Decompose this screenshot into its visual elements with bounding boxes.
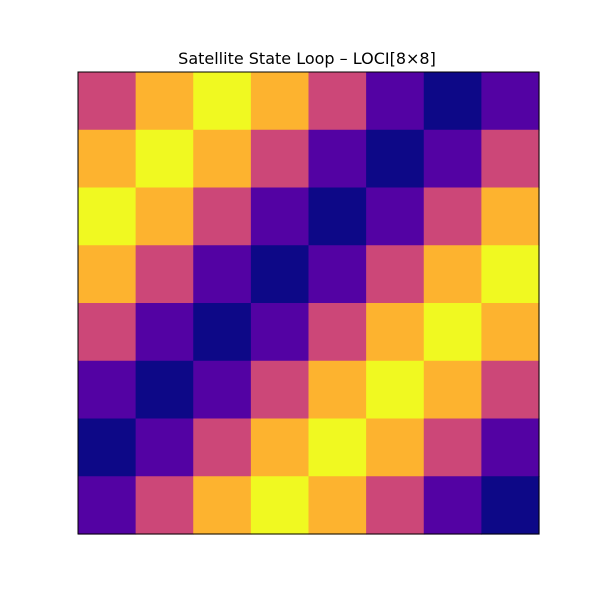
heatmap-cell-r2-c5 — [366, 187, 425, 246]
heatmap-cell-r0-c4 — [308, 72, 367, 131]
heatmap-cell-r1-c0 — [78, 129, 137, 189]
heatmap-cell-r5-c6 — [423, 360, 482, 420]
heatmap-cell-r3-c5 — [366, 245, 425, 304]
heatmap-cell-r6-c3 — [250, 418, 310, 477]
heatmap-cell-r2-c4 — [308, 187, 367, 246]
heatmap-cell-r5-c2 — [193, 360, 252, 420]
heatmap-cell-r0-c7 — [481, 72, 540, 131]
heatmap-cell-r6-c7 — [481, 418, 540, 477]
heatmap-cell-r4-c7 — [481, 303, 540, 362]
heatmap-cell-r2-c1 — [135, 187, 194, 246]
heatmap-cell-r5-c5 — [366, 360, 425, 420]
heatmap-cell-r6-c4 — [308, 418, 367, 477]
heatmap-cell-r1-c2 — [193, 129, 252, 189]
chart-title: Satellite State Loop – LOCI[8×8] — [178, 49, 436, 68]
heatmap-cell-r0-c2 — [193, 72, 252, 131]
heatmap-cell-r4-c1 — [135, 303, 194, 362]
heatmap-cell-r0-c6 — [423, 72, 482, 131]
heatmap-cell-r3-c4 — [308, 245, 367, 304]
heatmap-cell-r5-c1 — [135, 360, 194, 420]
heatmap-cell-r7-c4 — [308, 476, 367, 535]
heatmap-cell-r3-c2 — [193, 245, 252, 304]
heatmap-cell-r1-c7 — [481, 129, 540, 189]
heatmap-cell-r7-c7 — [481, 476, 540, 535]
heatmap-cell-r0-c1 — [135, 72, 194, 131]
heatmap-cell-r1-c6 — [423, 129, 482, 189]
heatmap-cell-r4-c0 — [78, 303, 137, 362]
heatmap-cell-r4-c2 — [193, 303, 252, 362]
heatmap-cells — [78, 72, 540, 535]
heatmap-cell-r7-c2 — [193, 476, 252, 535]
heatmap-cell-r3-c3 — [250, 245, 310, 304]
heatmap-cell-r2-c3 — [250, 187, 310, 246]
heatmap-cell-r3-c6 — [423, 245, 482, 304]
heatmap-cell-r1-c3 — [250, 129, 310, 189]
heatmap-cell-r1-c5 — [366, 129, 425, 189]
heatmap-cell-r0-c5 — [366, 72, 425, 131]
heatmap-cell-r7-c0 — [78, 476, 137, 535]
heatmap-cell-r5-c3 — [250, 360, 310, 420]
heatmap-cell-r7-c6 — [423, 476, 482, 535]
heatmap-cell-r6-c1 — [135, 418, 194, 477]
heatmap-cell-r5-c7 — [481, 360, 540, 420]
heatmap-cell-r2-c6 — [423, 187, 482, 246]
heatmap-cell-r4-c4 — [308, 303, 367, 362]
heatmap-cell-r7-c3 — [250, 476, 310, 535]
heatmap-cell-r4-c5 — [366, 303, 425, 362]
heatmap-cell-r0-c0 — [78, 72, 137, 131]
heatmap-cell-r2-c7 — [481, 187, 540, 246]
heatmap-cell-r7-c5 — [366, 476, 425, 535]
heatmap-cell-r2-c2 — [193, 187, 252, 246]
heatmap-cell-r1-c4 — [308, 129, 367, 189]
heatmap-cell-r6-c6 — [423, 418, 482, 477]
heatmap-cell-r2-c0 — [78, 187, 137, 246]
heatmap-cell-r3-c1 — [135, 245, 194, 304]
plot-frame — [77, 71, 540, 535]
heatmap-cell-r6-c0 — [78, 418, 137, 477]
heatmap-cell-r3-c7 — [481, 245, 540, 304]
heatmap-cell-r1-c1 — [135, 129, 194, 189]
heatmap-cell-r0-c3 — [250, 72, 310, 131]
heatmap-cell-r6-c5 — [366, 418, 425, 477]
heatmap-cell-r4-c6 — [423, 303, 482, 362]
heatmap-cell-r5-c0 — [78, 360, 137, 420]
heatmap-cell-r3-c0 — [78, 245, 137, 304]
heatmap-cell-r5-c4 — [308, 360, 367, 420]
heatmap-cell-r6-c2 — [193, 418, 252, 477]
heatmap-cell-r4-c3 — [250, 303, 310, 362]
heatmap-cell-r7-c1 — [135, 476, 194, 535]
